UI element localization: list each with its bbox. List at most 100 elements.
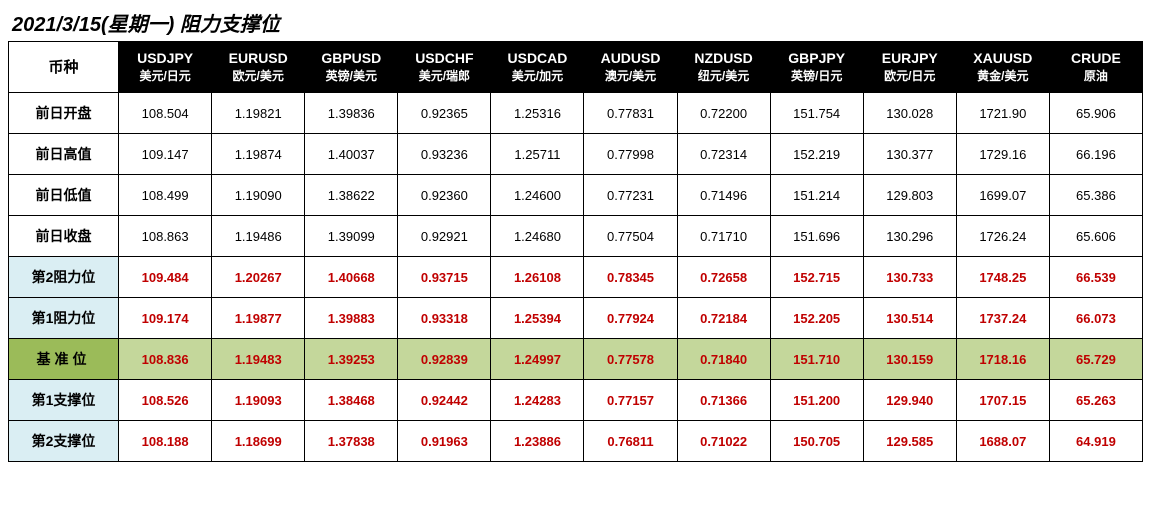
data-cell: 1.25316 xyxy=(491,93,584,134)
data-cell: 1726.24 xyxy=(956,216,1049,257)
data-cell: 130.733 xyxy=(863,257,956,298)
data-cell: 0.77831 xyxy=(584,93,677,134)
col-header: USDCHF美元/瑞郎 xyxy=(398,42,491,93)
data-cell: 0.77578 xyxy=(584,339,677,380)
data-cell: 0.71022 xyxy=(677,421,770,462)
row-label: 第1支撑位 xyxy=(9,380,119,421)
data-cell: 151.214 xyxy=(770,175,863,216)
data-cell: 108.863 xyxy=(119,216,212,257)
data-cell: 0.92365 xyxy=(398,93,491,134)
data-cell: 0.77998 xyxy=(584,134,677,175)
data-cell: 0.71496 xyxy=(677,175,770,216)
data-cell: 0.92360 xyxy=(398,175,491,216)
data-cell: 130.514 xyxy=(863,298,956,339)
col-header: NZDUSD纽元/美元 xyxy=(677,42,770,93)
data-cell: 129.585 xyxy=(863,421,956,462)
data-cell: 66.539 xyxy=(1049,257,1142,298)
data-cell: 150.705 xyxy=(770,421,863,462)
page-title: 2021/3/15(星期一) 阻力支撑位 xyxy=(8,8,1143,37)
table-row: 前日低值108.4991.190901.386220.923601.246000… xyxy=(9,175,1143,216)
data-cell: 1.39253 xyxy=(305,339,398,380)
data-cell: 1.25711 xyxy=(491,134,584,175)
row-label: 第1阻力位 xyxy=(9,298,119,339)
data-cell: 152.205 xyxy=(770,298,863,339)
data-cell: 1721.90 xyxy=(956,93,1049,134)
data-cell: 66.073 xyxy=(1049,298,1142,339)
data-cell: 0.92921 xyxy=(398,216,491,257)
row-label: 第2阻力位 xyxy=(9,257,119,298)
data-cell: 65.386 xyxy=(1049,175,1142,216)
row-label: 前日收盘 xyxy=(9,216,119,257)
data-cell: 129.803 xyxy=(863,175,956,216)
col-header: USDCAD美元/加元 xyxy=(491,42,584,93)
data-cell: 0.72184 xyxy=(677,298,770,339)
data-cell: 151.710 xyxy=(770,339,863,380)
data-cell: 108.504 xyxy=(119,93,212,134)
data-cell: 65.729 xyxy=(1049,339,1142,380)
row-label: 基准位 xyxy=(9,339,119,380)
data-cell: 1.19486 xyxy=(212,216,305,257)
data-cell: 129.940 xyxy=(863,380,956,421)
data-cell: 65.906 xyxy=(1049,93,1142,134)
col-header: CRUDE原油 xyxy=(1049,42,1142,93)
corner-cell: 币种 xyxy=(9,42,119,93)
data-cell: 65.263 xyxy=(1049,380,1142,421)
data-cell: 151.696 xyxy=(770,216,863,257)
header-row: 币种 USDJPY美元/日元 EURUSD欧元/美元 GBPUSD英镑/美元 U… xyxy=(9,42,1143,93)
col-header: EURJPY欧元/日元 xyxy=(863,42,956,93)
data-cell: 66.196 xyxy=(1049,134,1142,175)
table-row: 第1支撑位108.5261.190931.384680.924421.24283… xyxy=(9,380,1143,421)
data-cell: 130.377 xyxy=(863,134,956,175)
data-cell: 1.25394 xyxy=(491,298,584,339)
data-cell: 1.37838 xyxy=(305,421,398,462)
data-cell: 65.606 xyxy=(1049,216,1142,257)
data-cell: 109.147 xyxy=(119,134,212,175)
data-cell: 1.19874 xyxy=(212,134,305,175)
data-cell: 0.76811 xyxy=(584,421,677,462)
data-cell: 130.028 xyxy=(863,93,956,134)
data-cell: 1737.24 xyxy=(956,298,1049,339)
data-cell: 1.19090 xyxy=(212,175,305,216)
data-cell: 1.20267 xyxy=(212,257,305,298)
data-cell: 0.93236 xyxy=(398,134,491,175)
data-cell: 1.38622 xyxy=(305,175,398,216)
row-label: 前日开盘 xyxy=(9,93,119,134)
table-body: 前日开盘108.5041.198211.398360.923651.253160… xyxy=(9,93,1143,462)
data-cell: 1.40037 xyxy=(305,134,398,175)
data-cell: 1718.16 xyxy=(956,339,1049,380)
data-cell: 108.836 xyxy=(119,339,212,380)
data-cell: 1.24997 xyxy=(491,339,584,380)
data-cell: 1699.07 xyxy=(956,175,1049,216)
data-cell: 151.200 xyxy=(770,380,863,421)
data-cell: 64.919 xyxy=(1049,421,1142,462)
data-cell: 0.77231 xyxy=(584,175,677,216)
data-cell: 1.18699 xyxy=(212,421,305,462)
data-cell: 0.92839 xyxy=(398,339,491,380)
data-cell: 130.296 xyxy=(863,216,956,257)
col-header: GBPUSD英镑/美元 xyxy=(305,42,398,93)
data-cell: 0.77504 xyxy=(584,216,677,257)
table-row: 第2阻力位109.4841.202671.406680.937151.26108… xyxy=(9,257,1143,298)
data-cell: 1.40668 xyxy=(305,257,398,298)
data-cell: 109.484 xyxy=(119,257,212,298)
data-cell: 152.219 xyxy=(770,134,863,175)
data-cell: 0.72658 xyxy=(677,257,770,298)
table-row: 第2支撑位108.1881.186991.378380.919631.23886… xyxy=(9,421,1143,462)
data-cell: 0.71840 xyxy=(677,339,770,380)
data-cell: 1.23886 xyxy=(491,421,584,462)
col-header: GBPJPY英镑/日元 xyxy=(770,42,863,93)
row-label: 第2支撑位 xyxy=(9,421,119,462)
data-cell: 0.71366 xyxy=(677,380,770,421)
data-cell: 1.19877 xyxy=(212,298,305,339)
data-cell: 0.93318 xyxy=(398,298,491,339)
data-cell: 1.19093 xyxy=(212,380,305,421)
col-header: EURUSD欧元/美元 xyxy=(212,42,305,93)
data-cell: 152.715 xyxy=(770,257,863,298)
table-row: 前日高值109.1471.198741.400370.932361.257110… xyxy=(9,134,1143,175)
data-cell: 1.19483 xyxy=(212,339,305,380)
table-row: 前日收盘108.8631.194861.390990.929211.246800… xyxy=(9,216,1143,257)
data-cell: 108.526 xyxy=(119,380,212,421)
data-cell: 0.93715 xyxy=(398,257,491,298)
col-header: AUDUSD澳元/美元 xyxy=(584,42,677,93)
data-cell: 1688.07 xyxy=(956,421,1049,462)
